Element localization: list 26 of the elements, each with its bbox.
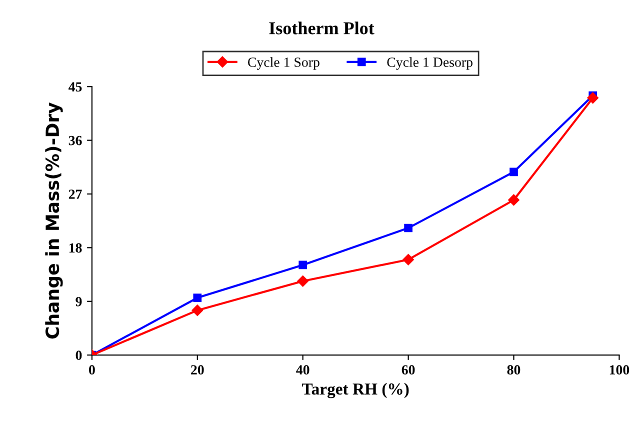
point <box>510 168 518 176</box>
legend-label: Cycle 1 Desorp <box>387 57 472 70</box>
point <box>297 275 308 287</box>
y-tick-label: 36 <box>68 136 82 146</box>
x-axis-title: Target RH (%) <box>302 382 409 398</box>
y-tick-label: 27 <box>68 190 82 199</box>
y-tick-label: 9 <box>76 296 82 306</box>
y-tick-label: 18 <box>69 243 82 253</box>
point <box>193 294 202 302</box>
chart-title: Isotherm Plot <box>269 22 374 34</box>
y-tick-label: 0 <box>76 350 82 360</box>
point <box>404 224 412 232</box>
point <box>587 92 598 104</box>
y-tick-label: 45 <box>68 82 82 92</box>
x-tick-label: 80 <box>507 365 520 375</box>
x-tick-label: 20 <box>191 365 204 375</box>
y-axis-title: Change in Mass(%)-Dry <box>45 102 63 339</box>
point <box>298 260 308 270</box>
x-tick-label: 0 <box>89 365 95 375</box>
legend-label: Cycle 1 Sorp <box>248 57 320 70</box>
x-tick-label: 100 <box>610 365 630 375</box>
point <box>192 304 204 316</box>
point <box>508 194 520 206</box>
x-tick-label: 40 <box>296 365 310 375</box>
x-tick-label: 60 <box>402 365 415 375</box>
point <box>402 254 414 266</box>
